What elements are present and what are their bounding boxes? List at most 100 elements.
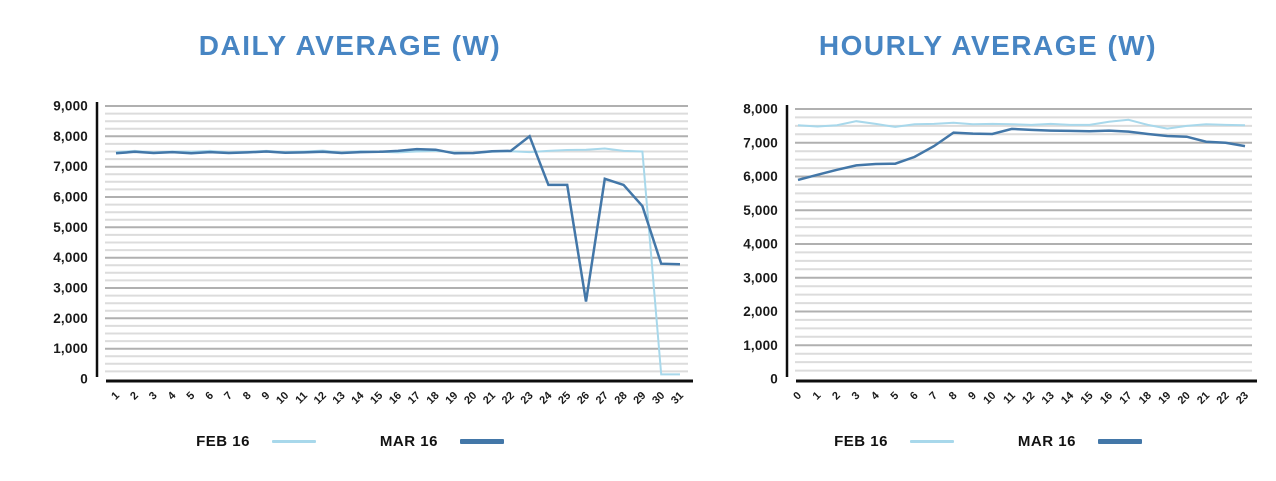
- svg-text:11: 11: [293, 390, 310, 407]
- svg-text:29: 29: [631, 390, 648, 407]
- gridlines: [795, 108, 1252, 372]
- y-axis-labels: 0 1,000 2,000 3,000 4,000 5,000 6,000 7,000 8,00…: [743, 102, 778, 387]
- svg-text:9: 9: [966, 390, 979, 403]
- svg-text:20: 20: [462, 390, 479, 407]
- svg-text:4,000: 4,000: [53, 250, 88, 265]
- svg-text:28: 28: [613, 390, 630, 407]
- axes: [95, 102, 693, 383]
- svg-text:15: 15: [368, 390, 385, 407]
- svg-text:5: 5: [185, 390, 198, 403]
- svg-text:5,000: 5,000: [53, 220, 88, 235]
- svg-text:8,000: 8,000: [743, 102, 778, 117]
- axes: [785, 105, 1257, 383]
- svg-text:4,000: 4,000: [743, 237, 778, 252]
- svg-text:5: 5: [889, 390, 902, 403]
- legend-label-feb16: FEB 16: [834, 433, 888, 450]
- svg-text:2: 2: [128, 390, 141, 403]
- svg-text:13: 13: [1040, 390, 1057, 407]
- svg-text:30: 30: [650, 390, 667, 407]
- hourly-average-line-chart: 0 1,000 2,000 3,000 4,000 5,000 6,000 7,000 8,00…: [743, 102, 1257, 407]
- svg-text:0: 0: [80, 372, 88, 387]
- legend-label-feb16: FEB 16: [196, 433, 250, 450]
- svg-text:6: 6: [908, 390, 921, 403]
- legend-item-feb16: FEB 16: [196, 433, 316, 450]
- svg-text:7,000: 7,000: [743, 135, 778, 150]
- svg-text:14: 14: [349, 389, 367, 407]
- x-axis-labels: 0 1 2 3 4 5 6 7 8 9 10 11 12 13 14 15 16 17 18 19 20 21 22 23: [791, 389, 1251, 407]
- svg-text:9,000: 9,000: [53, 99, 88, 114]
- svg-text:3,000: 3,000: [53, 281, 88, 296]
- svg-text:8,000: 8,000: [53, 129, 88, 144]
- svg-text:8: 8: [241, 390, 254, 403]
- svg-text:1: 1: [811, 390, 824, 403]
- legend-label-mar16: MAR 16: [379, 433, 438, 450]
- svg-text:17: 17: [406, 390, 423, 407]
- mar16-line-swatch: [1097, 439, 1142, 444]
- svg-text:1: 1: [109, 390, 122, 403]
- svg-text:6,000: 6,000: [53, 190, 88, 205]
- svg-text:15: 15: [1078, 390, 1095, 407]
- svg-text:5,000: 5,000: [743, 203, 778, 218]
- x-axis-labels: 1 2 3 4 5 6 7 8 9 10 11 12 13 14 15 16 17 18 19 20 21 22 23 24 2…: [109, 389, 686, 407]
- daily-average-line-chart: 0 1,000 2,000 3,000 4,000 5,000 6,000 7,000 8,00…: [53, 99, 693, 407]
- svg-text:11: 11: [1001, 390, 1018, 407]
- svg-text:23: 23: [1234, 390, 1251, 407]
- svg-text:7: 7: [927, 390, 940, 403]
- legend-label-mar16: MAR 16: [1017, 433, 1076, 450]
- svg-text:3: 3: [147, 390, 160, 403]
- legend-item-mar16: MAR 16: [380, 433, 504, 450]
- feb16-line-swatch: [909, 440, 954, 443]
- mar16-line-swatch: [459, 439, 504, 444]
- svg-text:27: 27: [594, 390, 611, 407]
- feb16-line-swatch: [271, 440, 316, 443]
- svg-text:4: 4: [869, 389, 882, 402]
- svg-text:12: 12: [312, 390, 329, 407]
- svg-text:1,000: 1,000: [53, 341, 88, 356]
- svg-text:0: 0: [770, 372, 778, 387]
- svg-text:24: 24: [537, 389, 555, 407]
- svg-text:25: 25: [556, 390, 573, 407]
- daily-average-panel: DAILY AVERAGE (W) 0 1,000 2,000 3,000 4,000 5…: [0, 30, 700, 450]
- svg-text:0: 0: [791, 390, 804, 403]
- svg-text:18: 18: [1137, 390, 1154, 407]
- mar16-line: [797, 127, 1246, 182]
- svg-text:3,000: 3,000: [743, 270, 778, 285]
- svg-text:9: 9: [260, 390, 273, 403]
- svg-text:14: 14: [1059, 389, 1077, 407]
- svg-text:18: 18: [425, 390, 442, 407]
- mar16-line: [115, 134, 681, 302]
- svg-text:22: 22: [1215, 390, 1232, 407]
- svg-text:13: 13: [331, 390, 348, 407]
- svg-text:4: 4: [166, 389, 179, 402]
- svg-text:10: 10: [274, 390, 291, 407]
- svg-text:12: 12: [1020, 390, 1037, 407]
- hourly-average-panel: HOURLY AVERAGE (W) 0 1,000 2,000 3,000 4,000…: [700, 0, 1276, 481]
- svg-text:26: 26: [575, 390, 592, 407]
- svg-text:8: 8: [947, 390, 960, 403]
- svg-text:20: 20: [1176, 390, 1193, 407]
- svg-text:6,000: 6,000: [743, 169, 778, 184]
- svg-text:21: 21: [481, 390, 498, 407]
- daily-chart-title: DAILY AVERAGE (W): [198, 30, 502, 61]
- daily-chart-legend: FEB 16 MAR 16: [0, 433, 700, 450]
- svg-text:7: 7: [222, 390, 235, 403]
- svg-text:22: 22: [500, 390, 517, 407]
- svg-text:31: 31: [669, 390, 686, 407]
- svg-text:1,000: 1,000: [743, 338, 778, 353]
- svg-text:16: 16: [1098, 390, 1115, 407]
- svg-text:21: 21: [1195, 390, 1212, 407]
- svg-text:19: 19: [443, 390, 460, 407]
- svg-text:2: 2: [830, 390, 843, 403]
- svg-text:23: 23: [519, 390, 536, 407]
- svg-text:2,000: 2,000: [53, 311, 88, 326]
- gridlines: [105, 105, 688, 373]
- svg-text:7,000: 7,000: [53, 159, 88, 174]
- hourly-chart-title: HOURLY AVERAGE (W): [818, 30, 1158, 61]
- svg-text:10: 10: [981, 390, 998, 407]
- feb16-line: [797, 118, 1246, 130]
- svg-text:6: 6: [203, 390, 216, 403]
- legend-item-mar16: MAR 16: [1018, 433, 1142, 450]
- svg-text:2,000: 2,000: [743, 304, 778, 319]
- hourly-chart-legend: FEB 16 MAR 16: [700, 433, 1276, 450]
